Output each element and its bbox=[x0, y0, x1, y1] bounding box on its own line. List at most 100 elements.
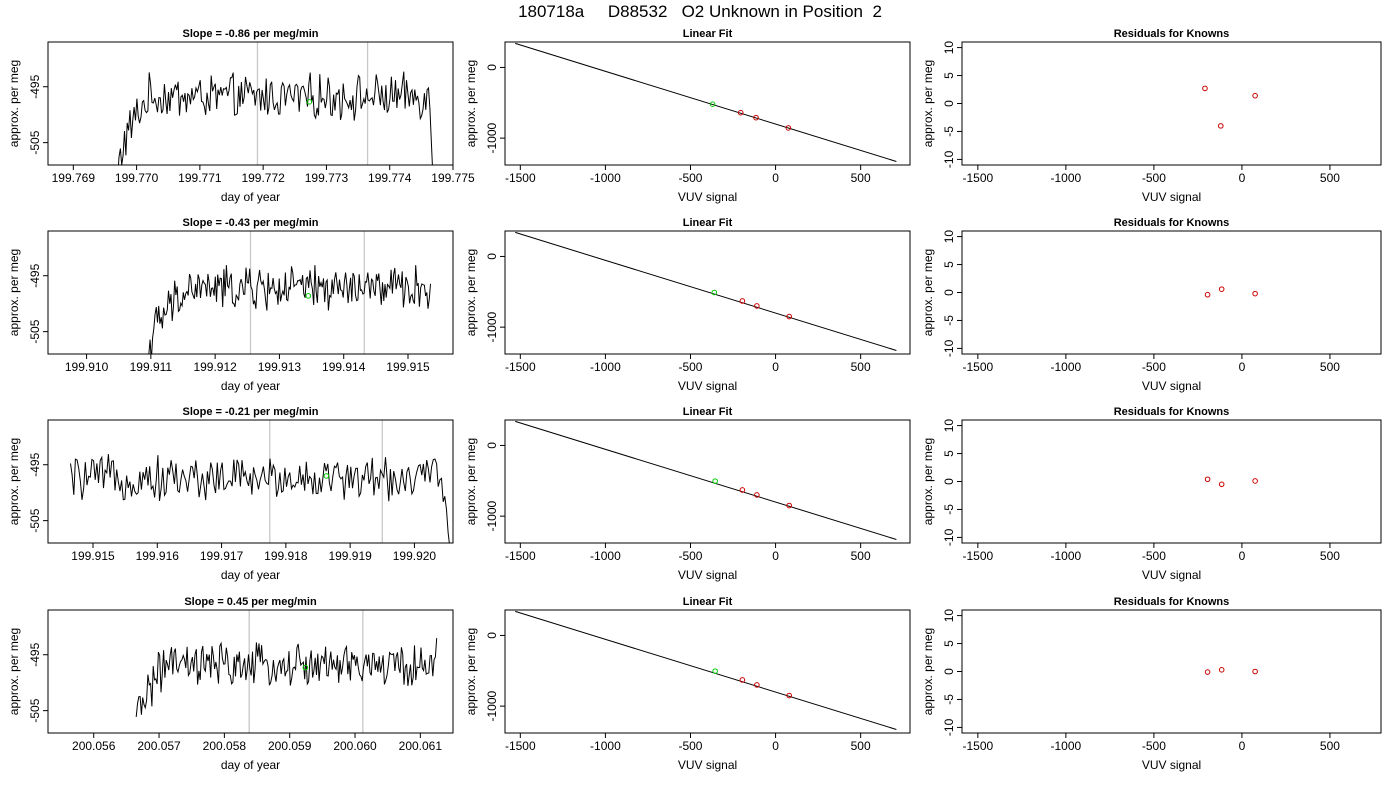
x-tick-label: -500 bbox=[678, 360, 702, 374]
panel-title: Linear Fit bbox=[683, 596, 733, 608]
panel-title: Slope = -0.43 per meg/min bbox=[182, 217, 318, 229]
x-tick-label: 500 bbox=[851, 739, 871, 753]
x-tick-label: 500 bbox=[1320, 549, 1340, 563]
plot-frame bbox=[47, 41, 454, 166]
page-title: 180718a D88532 O2 Unknown in Position 2 bbox=[518, 2, 882, 21]
x-tick-label: 199.916 bbox=[136, 549, 180, 563]
panel-r2-c2: Residuals for Knowns -1500 -1000 -500 0 500 -1… bbox=[921, 406, 1382, 582]
panel-r2-c0: Slope = -0.21 per meg/min 199.915 199.916 1… bbox=[7, 406, 454, 582]
fit-line bbox=[515, 420, 897, 540]
x-tick-label: 200.058 bbox=[203, 739, 247, 753]
known-point bbox=[786, 692, 792, 699]
known-point bbox=[739, 677, 746, 683]
x-tick-label: -1000 bbox=[590, 171, 621, 185]
x-tick-label: 500 bbox=[851, 549, 871, 563]
x-tick-label: 199.771 bbox=[178, 171, 222, 185]
y-tick-label: -495 bbox=[28, 452, 42, 476]
x-tick-label: 199.915 bbox=[386, 360, 430, 374]
x-tick-label: 200.059 bbox=[268, 739, 312, 753]
y-tick-label: -10 bbox=[942, 339, 956, 357]
panel-r3-c0: Slope = 0.45 per meg/min 200.056 200.057 20… bbox=[7, 596, 454, 772]
x-tick-label: 199.915 bbox=[71, 549, 115, 563]
plot-frame bbox=[961, 230, 1382, 355]
unknown-point bbox=[712, 478, 718, 484]
x-tick-label: -1500 bbox=[505, 549, 536, 563]
x-tick-label: -1500 bbox=[962, 171, 993, 185]
x-tick-label: -1500 bbox=[962, 549, 993, 563]
y-axis-label: approx. per meg bbox=[7, 60, 21, 147]
x-tick-label: 199.920 bbox=[393, 549, 437, 563]
x-tick-label: 199.773 bbox=[305, 171, 349, 185]
fit-line bbox=[515, 610, 897, 730]
plot-area bbox=[1202, 85, 1258, 129]
x-tick-label: 199.774 bbox=[368, 171, 412, 185]
x-tick-label: 199.912 bbox=[193, 360, 237, 374]
x-tick-label: 200.056 bbox=[72, 739, 116, 753]
x-tick-label: 199.911 bbox=[130, 360, 173, 374]
panel-title: Residuals for Knowns bbox=[1114, 596, 1230, 608]
signal-trace bbox=[70, 454, 450, 543]
x-tick-label: 199.910 bbox=[65, 360, 109, 374]
fit-line bbox=[515, 231, 897, 351]
x-axis-label: VUV signal bbox=[678, 190, 737, 204]
plot-area bbox=[515, 610, 897, 730]
x-tick-label: 200.060 bbox=[333, 739, 377, 753]
known-point bbox=[1202, 85, 1208, 92]
known-point bbox=[1252, 290, 1258, 297]
signal-trace bbox=[148, 265, 431, 354]
y-axis-label: approx. per meg bbox=[921, 249, 935, 336]
y-tick-label: 10 bbox=[942, 609, 956, 623]
y-tick-label: -1000 bbox=[485, 500, 499, 531]
known-point bbox=[1217, 123, 1224, 129]
known-point bbox=[1204, 291, 1211, 298]
x-tick-label: 199.917 bbox=[200, 549, 244, 563]
x-tick-label: 0 bbox=[1239, 739, 1246, 753]
panel-r0-c0: Slope = -0.86 per meg/min 199.769 199.770 1… bbox=[7, 28, 475, 204]
x-tick-label: 500 bbox=[1320, 739, 1340, 753]
panel-title: Linear Fit bbox=[683, 28, 733, 40]
x-tick-label: -500 bbox=[1142, 739, 1166, 753]
unknown-point bbox=[323, 473, 330, 479]
x-tick-label: 500 bbox=[1320, 171, 1340, 185]
plot-frame bbox=[504, 609, 911, 734]
y-tick-label: -495 bbox=[28, 642, 42, 666]
panel-title: Slope = -0.21 per meg/min bbox=[182, 406, 318, 418]
unknown-point bbox=[306, 99, 313, 105]
panel-r1-c0: Slope = -0.43 per meg/min 199.910 199.911 1… bbox=[7, 217, 454, 393]
x-tick-label: 199.919 bbox=[328, 549, 372, 563]
y-tick-label: -1000 bbox=[485, 690, 499, 721]
y-axis-label: approx. per meg bbox=[921, 628, 935, 715]
x-tick-label: -1000 bbox=[590, 739, 621, 753]
y-tick-label: 5 bbox=[942, 450, 956, 457]
panel-r2-c1: Linear Fit -1500 -1000 -500 0 500 0 -1000 VUV si… bbox=[464, 406, 911, 582]
x-tick-label: -500 bbox=[678, 549, 702, 563]
x-tick-label: -1000 bbox=[590, 549, 621, 563]
known-point bbox=[754, 682, 760, 688]
y-tick-label: 10 bbox=[942, 41, 956, 55]
known-point bbox=[1204, 669, 1211, 675]
y-tick-label: -10 bbox=[942, 528, 956, 546]
plot-frame bbox=[961, 419, 1382, 544]
y-axis-label: approx. per meg bbox=[921, 438, 935, 525]
plot-area bbox=[1204, 667, 1258, 675]
x-tick-label: 199.775 bbox=[431, 171, 475, 185]
x-tick-label: 199.769 bbox=[52, 171, 96, 185]
y-axis-label: approx. per meg bbox=[464, 249, 478, 336]
x-tick-label: -500 bbox=[1142, 171, 1166, 185]
plot-frame bbox=[961, 609, 1382, 734]
x-axis-label: VUV signal bbox=[1142, 379, 1201, 393]
y-tick-label: 0 bbox=[942, 668, 956, 675]
x-tick-label: 199.772 bbox=[241, 171, 285, 185]
y-tick-label: -5 bbox=[942, 126, 956, 137]
signal-trace bbox=[135, 638, 438, 717]
y-axis-label: approx. per meg bbox=[7, 628, 21, 715]
panel-title: Slope = -0.86 per meg/min bbox=[182, 28, 318, 40]
x-tick-label: 0 bbox=[1239, 360, 1246, 374]
unknown-point bbox=[709, 101, 716, 108]
x-tick-label: -1000 bbox=[1051, 739, 1082, 753]
panel-title: Slope = 0.45 per meg/min bbox=[184, 596, 317, 608]
known-point bbox=[754, 492, 760, 498]
y-tick-label: 0 bbox=[942, 289, 956, 296]
plot-frame bbox=[47, 230, 454, 355]
known-point bbox=[785, 125, 792, 131]
